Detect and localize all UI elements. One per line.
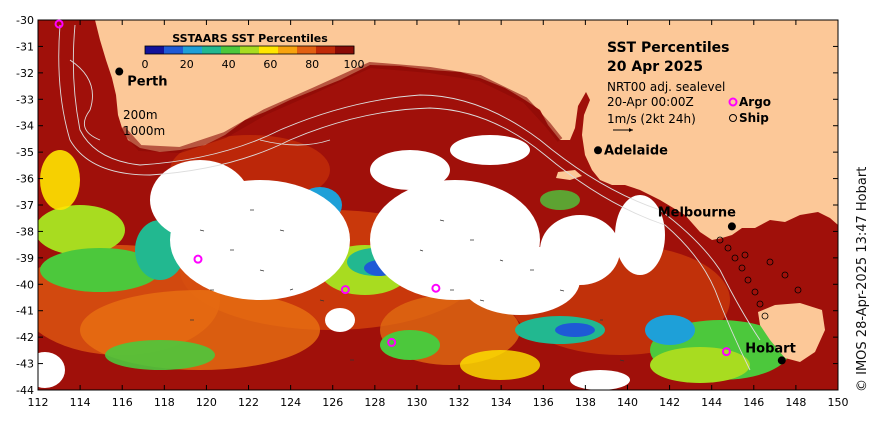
lat-label: -35 bbox=[16, 146, 34, 159]
lon-label: 150 bbox=[828, 396, 849, 409]
lat-label: -39 bbox=[16, 252, 34, 265]
colorbar-swatch bbox=[145, 46, 165, 54]
colorbar-tick-label: 20 bbox=[180, 58, 194, 71]
current-vectors bbox=[190, 209, 625, 362]
australia-mainland bbox=[95, 20, 838, 240]
ship-markers bbox=[716, 236, 802, 320]
lon-label: 116 bbox=[112, 396, 133, 409]
isobath-1000-label: 1000m bbox=[123, 124, 165, 138]
lat-label: -33 bbox=[16, 93, 34, 106]
lat-label: -40 bbox=[16, 278, 34, 291]
ship-legend-icon bbox=[729, 114, 737, 122]
colorbar-swatch bbox=[164, 46, 184, 54]
lon-label: 146 bbox=[743, 396, 764, 409]
argo-float-marker bbox=[54, 19, 64, 29]
ship-legend-label: Ship bbox=[739, 111, 769, 125]
lat-label: -30 bbox=[16, 14, 34, 27]
lon-label: 130 bbox=[406, 396, 427, 409]
lon-label: 144 bbox=[701, 396, 722, 409]
city-marker bbox=[594, 146, 602, 155]
lat-label: -41 bbox=[16, 305, 34, 318]
lat-label: -32 bbox=[16, 67, 34, 80]
latitude-axis: -30 -31 -32 -33 -34 -35 -36 -37 -38 -39 -40 -41 -42 -… bbox=[16, 14, 838, 397]
colorbar-swatch bbox=[221, 46, 241, 54]
colorbar-swatch bbox=[259, 46, 279, 54]
lat-label: -42 bbox=[16, 331, 34, 344]
argo-float-marker bbox=[387, 337, 397, 347]
map-subtitle: NRT00 adj. sealevel bbox=[607, 80, 725, 94]
colorbar-swatch bbox=[240, 46, 260, 54]
lon-label: 140 bbox=[617, 396, 638, 409]
lat-label: -38 bbox=[16, 225, 34, 238]
lat-label: -44 bbox=[16, 384, 34, 397]
city-label: Hobart bbox=[745, 341, 796, 356]
lat-label: -43 bbox=[16, 358, 34, 371]
lon-label: 126 bbox=[322, 396, 343, 409]
argo-legend-label: Argo bbox=[739, 95, 771, 109]
lon-label: 132 bbox=[449, 396, 470, 409]
lon-label: 136 bbox=[533, 396, 554, 409]
imos-credit: © IMOS 28-Apr-2025 13:47 Hobart bbox=[855, 166, 870, 392]
city-label: Adelaide bbox=[604, 143, 668, 158]
isobaths bbox=[58, 24, 761, 371]
colorbar-tick-label: 40 bbox=[222, 58, 236, 71]
argo-float-marker bbox=[340, 285, 350, 295]
lon-label: 142 bbox=[659, 396, 680, 409]
city-marker bbox=[115, 67, 124, 76]
colorbar-swatch bbox=[278, 46, 298, 54]
argo-float-marker bbox=[721, 347, 731, 357]
lon-label: 112 bbox=[28, 396, 49, 409]
lat-label: -36 bbox=[16, 173, 34, 186]
argo-float-marker bbox=[431, 283, 441, 293]
lon-label: 134 bbox=[491, 396, 512, 409]
lon-label: 128 bbox=[364, 396, 385, 409]
colorbar-tick-label: 0 bbox=[142, 58, 149, 71]
lon-label: 120 bbox=[196, 396, 217, 409]
title-block: SST Percentiles 20 Apr 2025 NRT00 adj. s… bbox=[607, 40, 771, 132]
map-time: 20-Apr 00:00Z bbox=[607, 95, 694, 109]
colorbar-swatch bbox=[335, 46, 355, 54]
tasmania bbox=[758, 303, 825, 362]
lat-label: -31 bbox=[16, 40, 34, 53]
lon-label: 138 bbox=[575, 396, 596, 409]
city-marker bbox=[727, 222, 736, 231]
lat-label: -37 bbox=[16, 199, 34, 212]
city-marker bbox=[777, 356, 786, 365]
city-label: Perth bbox=[127, 75, 167, 90]
colorbar-tick-label: 80 bbox=[305, 58, 319, 71]
colorbar-swatch bbox=[202, 46, 222, 54]
lon-label: 118 bbox=[154, 396, 175, 409]
lon-label: 148 bbox=[785, 396, 806, 409]
colorbar: SSTAARS SST Percentiles 0 20 40 60 80 100 bbox=[142, 32, 365, 71]
map-date: 20 Apr 2025 bbox=[607, 59, 703, 75]
longitude-axis: 112 114 116 118 120 122 124 126 128 130 132 134 136 1… bbox=[28, 20, 849, 409]
isobath-200-label: 200m bbox=[123, 108, 158, 122]
no-data-cloud bbox=[38, 135, 665, 390]
kangaroo-island bbox=[556, 170, 582, 180]
colorbar-tick-label: 100 bbox=[344, 58, 365, 71]
argo-float-marker bbox=[193, 254, 203, 264]
lon-label: 114 bbox=[70, 396, 91, 409]
lon-label: 122 bbox=[238, 396, 259, 409]
colorbar-swatch bbox=[316, 46, 336, 54]
colorbar-swatch bbox=[297, 46, 317, 54]
lon-label: 124 bbox=[280, 396, 301, 409]
colorbar-tick-label: 60 bbox=[263, 58, 277, 71]
lat-label: -34 bbox=[16, 120, 34, 133]
colorbar-title: SSTAARS SST Percentiles bbox=[172, 32, 328, 45]
map-title: SST Percentiles bbox=[607, 40, 730, 56]
land-mass bbox=[95, 20, 838, 362]
colorbar-swatch bbox=[183, 46, 203, 54]
vector-scale-label: 1m/s (2kt 24h) bbox=[607, 112, 696, 126]
city-label: Melbourne bbox=[658, 205, 736, 220]
argo-legend-icon bbox=[728, 97, 738, 107]
